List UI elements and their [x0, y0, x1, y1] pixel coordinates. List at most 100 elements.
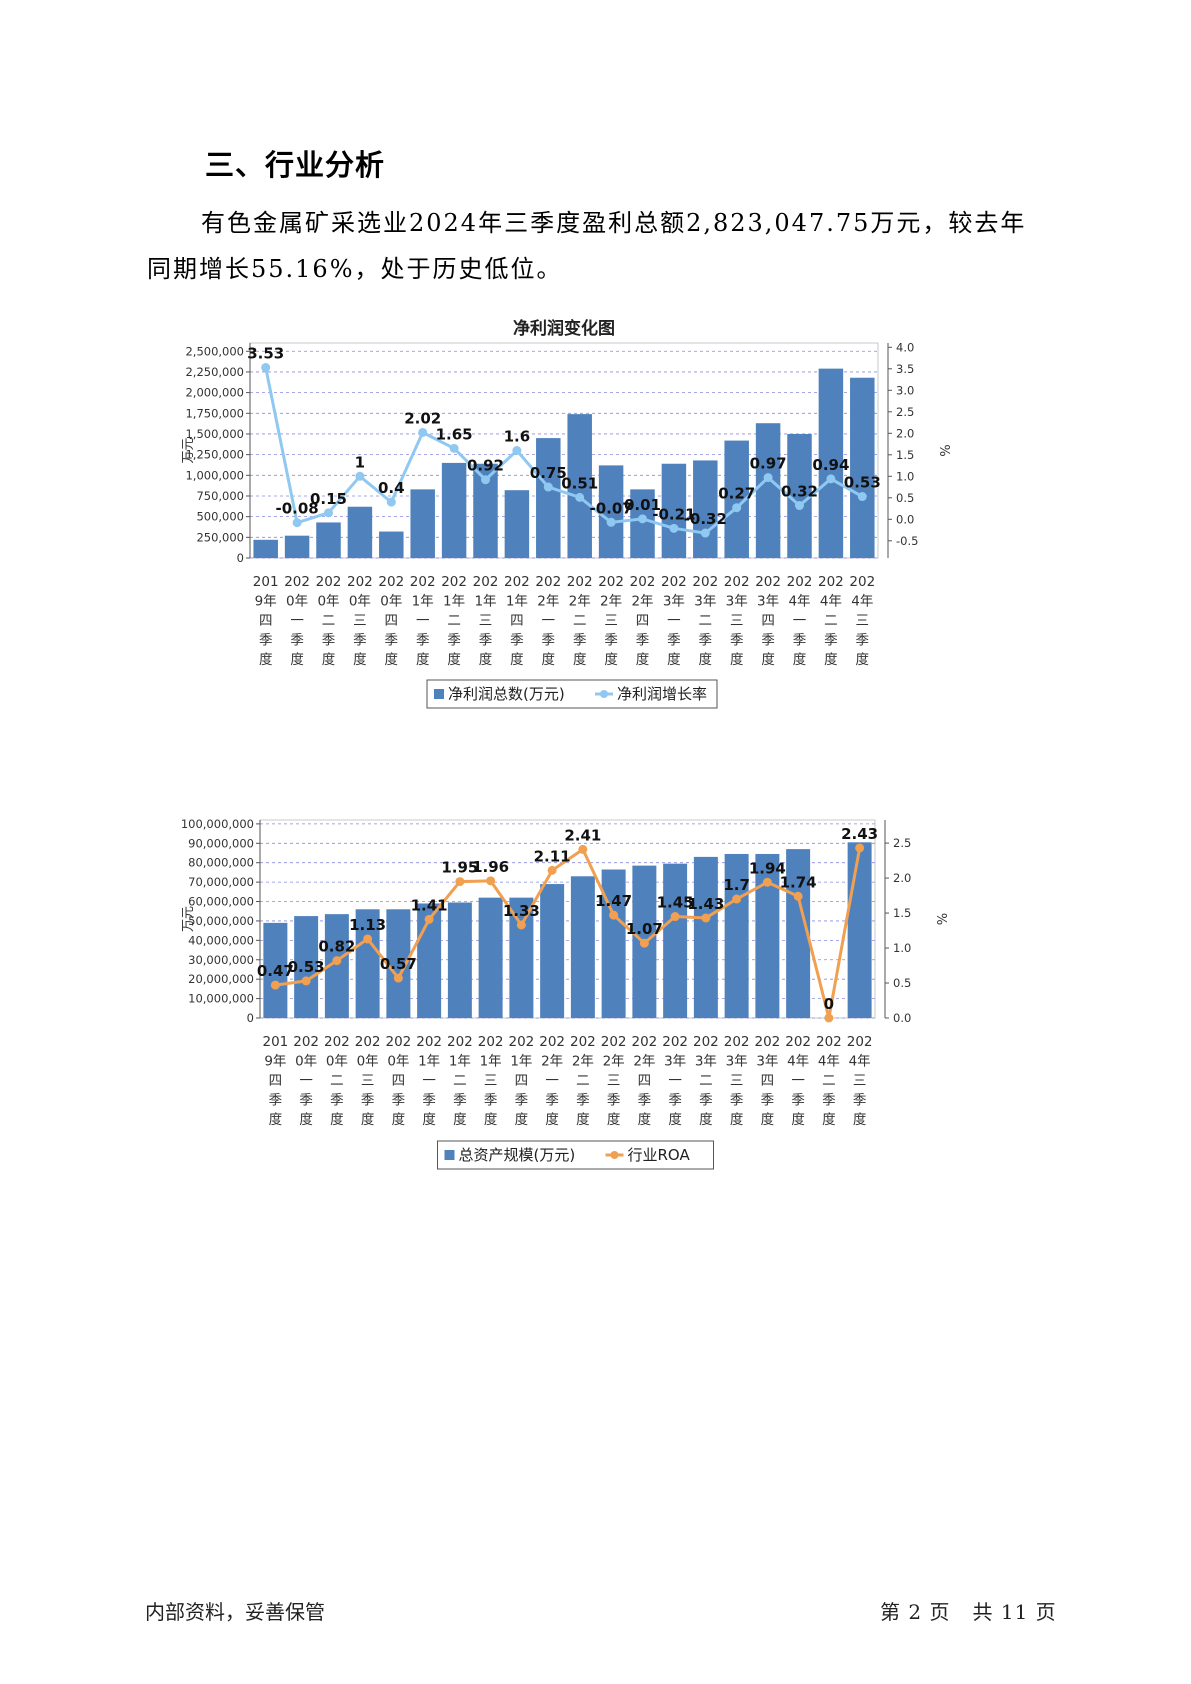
data-label: 2.41	[564, 826, 601, 844]
legend-line-marker	[610, 1151, 619, 1159]
x-tick-label: 202 1年一季度	[410, 574, 436, 668]
bar	[379, 531, 404, 558]
bar	[663, 863, 688, 1018]
footer-page-number: 第 2 页 共 11 页	[880, 1600, 1057, 1624]
bar	[441, 462, 467, 558]
y-axis-title: 万元	[181, 906, 196, 932]
series-point	[638, 514, 647, 524]
x-tick-label: 202 1年二季度	[447, 1034, 473, 1128]
y2-tick-label: 0.5	[893, 976, 911, 990]
bar	[570, 876, 595, 1018]
x-tick-label: 202 2年四季度	[631, 1034, 657, 1128]
y2-axis-title: %	[933, 913, 948, 925]
series-point	[670, 912, 680, 922]
y2-tick-label: 3.0	[896, 383, 914, 397]
x-tick-label: 202 0年三季度	[347, 574, 373, 668]
y-tick-label: 60,000,000	[188, 895, 254, 909]
legend-bar-label: 总资产规模(万元)	[459, 1146, 576, 1164]
y2-tick-label: 0.0	[893, 1011, 911, 1025]
bar	[347, 506, 373, 558]
bar	[284, 535, 310, 558]
y2-tick-label: -0.5	[896, 534, 918, 548]
data-label: 1.6	[504, 428, 531, 446]
series-point	[700, 528, 710, 538]
y2-tick-label: 1.5	[893, 906, 911, 920]
data-label: 0.27	[718, 485, 755, 503]
y-tick-label: 1,250,000	[185, 448, 244, 462]
data-label: 1.33	[503, 902, 540, 920]
data-label: -0.07	[589, 499, 632, 517]
x-tick-label: 202 3年一季度	[661, 574, 687, 668]
y2-tick-label: 1.0	[893, 941, 911, 955]
legend-bar-label: 净利润总数(万元)	[448, 685, 565, 703]
net-profit-chart-svg: 净利润变化图 0 250,000 500,000 750,000 1,000,000 1,2…	[181, 318, 951, 709]
x-tick-label: 202 1年二季度	[441, 574, 467, 668]
data-label: 1.13	[349, 916, 386, 934]
series-point	[669, 523, 679, 533]
bar	[294, 916, 319, 1018]
series-point	[324, 508, 333, 518]
series-point	[609, 910, 619, 920]
legend-box	[426, 679, 718, 709]
series-point	[393, 973, 403, 983]
data-label: 0.47	[257, 962, 294, 980]
y2-tick-label: 0.5	[896, 491, 914, 505]
x-tick-label: 202 1年四季度	[504, 574, 530, 668]
x-tick-label: 202 2年二季度	[567, 574, 593, 668]
legend-bar-swatch	[434, 689, 444, 699]
data-label: 0.97	[750, 455, 787, 473]
data-label: -0.32	[684, 510, 727, 528]
series-point	[793, 891, 803, 901]
series-point	[418, 427, 428, 437]
data-label: 0.94	[812, 456, 849, 474]
x-tick-label: 202 0年二季度	[316, 574, 342, 668]
bar	[755, 853, 780, 1018]
series-point	[481, 475, 490, 485]
y-tick-label: 90,000,000	[188, 836, 254, 850]
series-point	[512, 446, 522, 455]
y-tick-label: 500,000	[196, 510, 244, 524]
x-tick-label: 202 2年三季度	[601, 1034, 627, 1128]
y2-tick-label: 2.0	[896, 426, 914, 440]
bar	[478, 897, 503, 1018]
data-label: 1	[355, 453, 365, 471]
y2-tick-label: 0.0	[896, 512, 914, 526]
y-tick-label: 40,000,000	[188, 933, 254, 947]
x-tick-label: 202 4年三季度	[849, 574, 875, 668]
bar	[263, 922, 288, 1018]
x-tick-label: 202 0年一季度	[284, 574, 310, 668]
data-label: -0.08	[275, 500, 318, 518]
x-tick-label: 202 3年三季度	[724, 1034, 750, 1128]
data-label: 0.01	[624, 496, 661, 514]
legend-line-label: 行业ROA	[628, 1146, 691, 1164]
x-tick-label: 202 3年三季度	[724, 574, 750, 668]
series-point	[449, 443, 459, 453]
series-point	[292, 518, 302, 528]
x-tick-label: 202 0年四季度	[378, 574, 404, 668]
series-line	[275, 847, 862, 1019]
bar	[661, 463, 687, 558]
series-point	[855, 843, 865, 853]
data-label: 0.53	[844, 474, 881, 492]
series-point	[543, 482, 553, 492]
y-tick-label: 100,000,000	[181, 817, 254, 831]
data-label: 0.75	[530, 464, 567, 482]
data-label: 3.53	[247, 345, 284, 363]
section-paragraph: 有色金属矿采选业2024年三季度盈利总额2,823,047.75万元，较去年同期…	[147, 209, 1027, 283]
data-label: 0.57	[380, 955, 417, 973]
bar	[787, 433, 812, 558]
data-label: 1.94	[749, 859, 786, 877]
x-tick-label: 202 0年二季度	[324, 1034, 350, 1128]
series-point	[732, 894, 742, 904]
y-tick-label: 250,000	[196, 530, 244, 544]
bar	[536, 438, 561, 558]
series-point	[455, 877, 465, 887]
bar	[755, 423, 781, 558]
x-tick-label: 202 3年二季度	[692, 574, 718, 668]
x-tick-label: 202 4年三季度	[847, 1034, 873, 1128]
series-point	[355, 471, 365, 481]
x-tick-label: 202 0年三季度	[355, 1034, 381, 1128]
data-label: 0	[824, 995, 834, 1013]
x-tick-label: 202 0年一季度	[293, 1034, 319, 1128]
series-point	[547, 865, 557, 875]
